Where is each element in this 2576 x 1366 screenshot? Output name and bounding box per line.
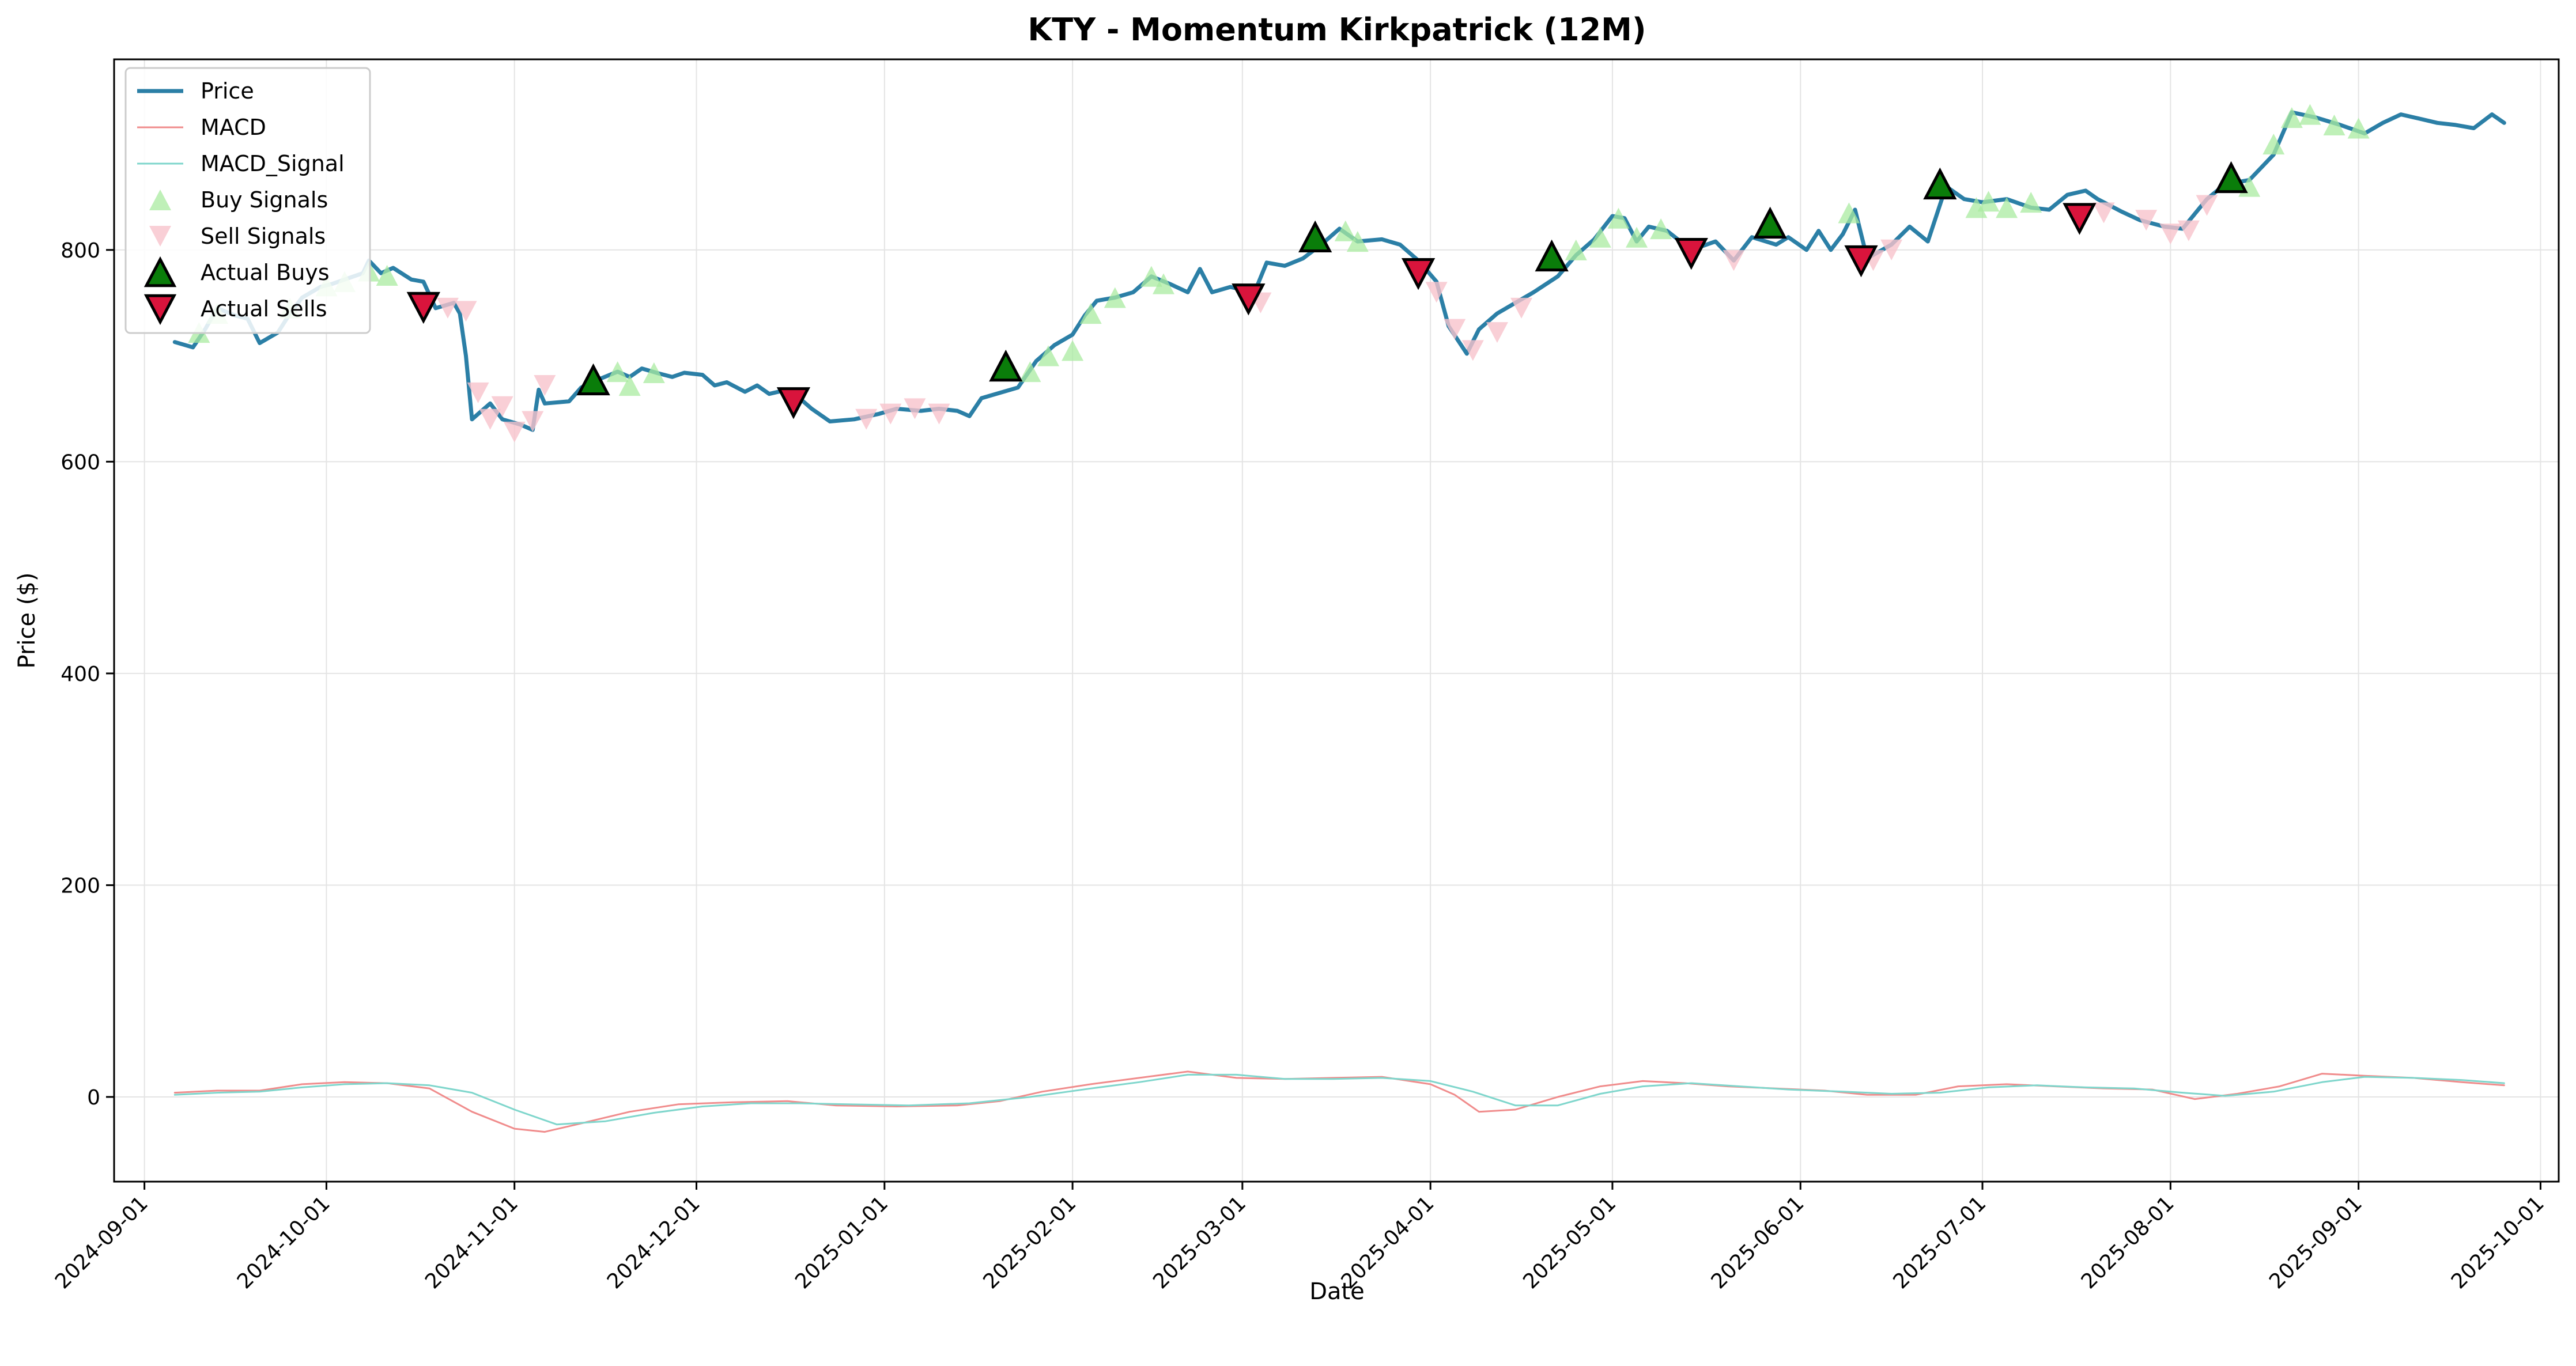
actual-sell-marker: [1401, 258, 1436, 290]
actual-buy-marker: [989, 349, 1023, 382]
buy-signal-marker: [1346, 231, 1369, 252]
buy-signal-marker: [1079, 303, 1102, 324]
sell-signal-marker: [1510, 297, 1533, 319]
buy-signal-marker: [2263, 133, 2285, 155]
buy-signal-marker: [1650, 218, 1672, 240]
legend-swatch: [149, 189, 171, 211]
y-tick-label: 600: [61, 451, 100, 474]
buy-signal-marker: [1589, 226, 1611, 248]
sell-signal-marker: [1486, 322, 1508, 343]
actual-sell-marker: [1674, 238, 1708, 270]
sell-signal-marker: [455, 301, 477, 322]
buy-signal-marker: [1996, 197, 2018, 218]
legend-label: Sell Signals: [201, 224, 326, 249]
legend: Price MACD MACD_Signal Buy Signals Sell Sign…: [124, 67, 371, 334]
legend-label: MACD_Signal: [201, 151, 345, 176]
sell-signal-marker: [1425, 282, 1448, 303]
series-line-macd-signal: [173, 1073, 2505, 1126]
buy-signal-marker: [2347, 118, 2370, 139]
legend-box: [124, 67, 371, 334]
y-tick-label: 800: [61, 239, 100, 263]
legend-swatch: [143, 256, 177, 287]
chart-title: KTY - Momentum Kirkpatrick (12M): [1028, 12, 1646, 48]
sell-signal-marker: [1461, 340, 1484, 361]
x-axis-label: Date: [1309, 1278, 1365, 1305]
actual-sell-marker: [1844, 245, 1878, 278]
legend-swatch: [143, 294, 177, 326]
buy-signal-marker: [1626, 226, 1648, 248]
legend-swatch: [149, 225, 171, 247]
actual-layer: [406, 161, 2248, 419]
actual-sell-marker: [1232, 283, 1266, 316]
buy-signal-marker: [1153, 273, 1175, 294]
buy-signal-marker: [1019, 361, 1041, 383]
y-tick-label: 200: [61, 874, 100, 898]
actual-buy-marker: [1753, 206, 1787, 239]
macd-layer: [173, 1070, 2505, 1133]
y-tick-label: 400: [61, 663, 100, 686]
series-line-price: [172, 110, 2506, 432]
buy-signal-marker: [1037, 345, 1060, 366]
buy-signal-marker: [1334, 220, 1357, 241]
buy-signal-marker: [1062, 340, 1084, 361]
sell-signal-marker: [491, 396, 513, 417]
actual-buy-marker: [1535, 239, 1569, 272]
sell-signal-marker: [1880, 239, 1903, 260]
buy-signal-marker: [643, 362, 665, 384]
buy-signal-marker: [2280, 107, 2303, 128]
actual-buy-marker: [1298, 220, 1332, 252]
sell-signal-marker: [467, 382, 489, 403]
y-tick-label: 0: [87, 1086, 100, 1110]
price-layer: [172, 110, 2506, 432]
actual-buy-marker: [1923, 167, 1957, 200]
legend-label: Buy Signals: [201, 187, 328, 213]
legend-label: Price: [201, 78, 254, 104]
actual-sell-marker: [2063, 203, 2097, 235]
y-axis-label: Price ($): [14, 573, 40, 669]
y-axis: 0 200 400 600 800: [61, 239, 114, 1110]
sell-signal-marker: [2196, 195, 2218, 216]
actual-buy-marker: [2214, 161, 2248, 194]
buy-signal-marker: [2323, 114, 2345, 135]
sell-signal-marker: [503, 421, 526, 442]
sell-signal-marker: [2177, 220, 2200, 241]
legend-label: Actual Sells: [201, 296, 327, 321]
buy-signal-marker: [606, 361, 629, 383]
sell-signal-marker: [928, 403, 950, 425]
buy-signal-marker: [1838, 202, 1860, 224]
sell-signal-marker: [2159, 224, 2182, 245]
buy-signal-marker: [1977, 191, 2000, 212]
sell-signal-marker: [879, 403, 902, 425]
sell-signal-marker: [534, 374, 556, 396]
sell-signal-marker: [2135, 210, 2158, 231]
buy-signal-marker: [1140, 266, 1162, 287]
plot-frame: [113, 58, 2560, 1183]
actual-buy-marker: [576, 363, 610, 396]
legend-label: Actual Buys: [201, 260, 330, 285]
sell-signal-marker: [479, 408, 501, 430]
actual-sell-marker: [776, 387, 811, 419]
legend-label: MACD: [201, 115, 266, 140]
sell-signal-marker: [2092, 202, 2115, 224]
buy-signal-marker: [376, 264, 398, 286]
buy-signal-marker: [1607, 207, 1630, 229]
sell-signal-marker: [1444, 319, 1466, 340]
sell-signal-marker: [522, 411, 544, 432]
buy-signal-marker: [1565, 239, 1587, 260]
buy-signal-marker: [618, 374, 641, 396]
sell-signal-marker: [904, 398, 926, 419]
sell-signal-marker: [855, 408, 878, 430]
buy-signal-marker: [1104, 287, 1126, 308]
buy-signal-marker: [1965, 197, 1988, 218]
sell-signal-marker: [1723, 250, 1745, 271]
buy-signal-marker: [2299, 104, 2321, 125]
buy-signal-marker: [2020, 192, 2042, 213]
actual-sell-marker: [406, 292, 440, 324]
sell-signal-marker: [436, 297, 459, 319]
